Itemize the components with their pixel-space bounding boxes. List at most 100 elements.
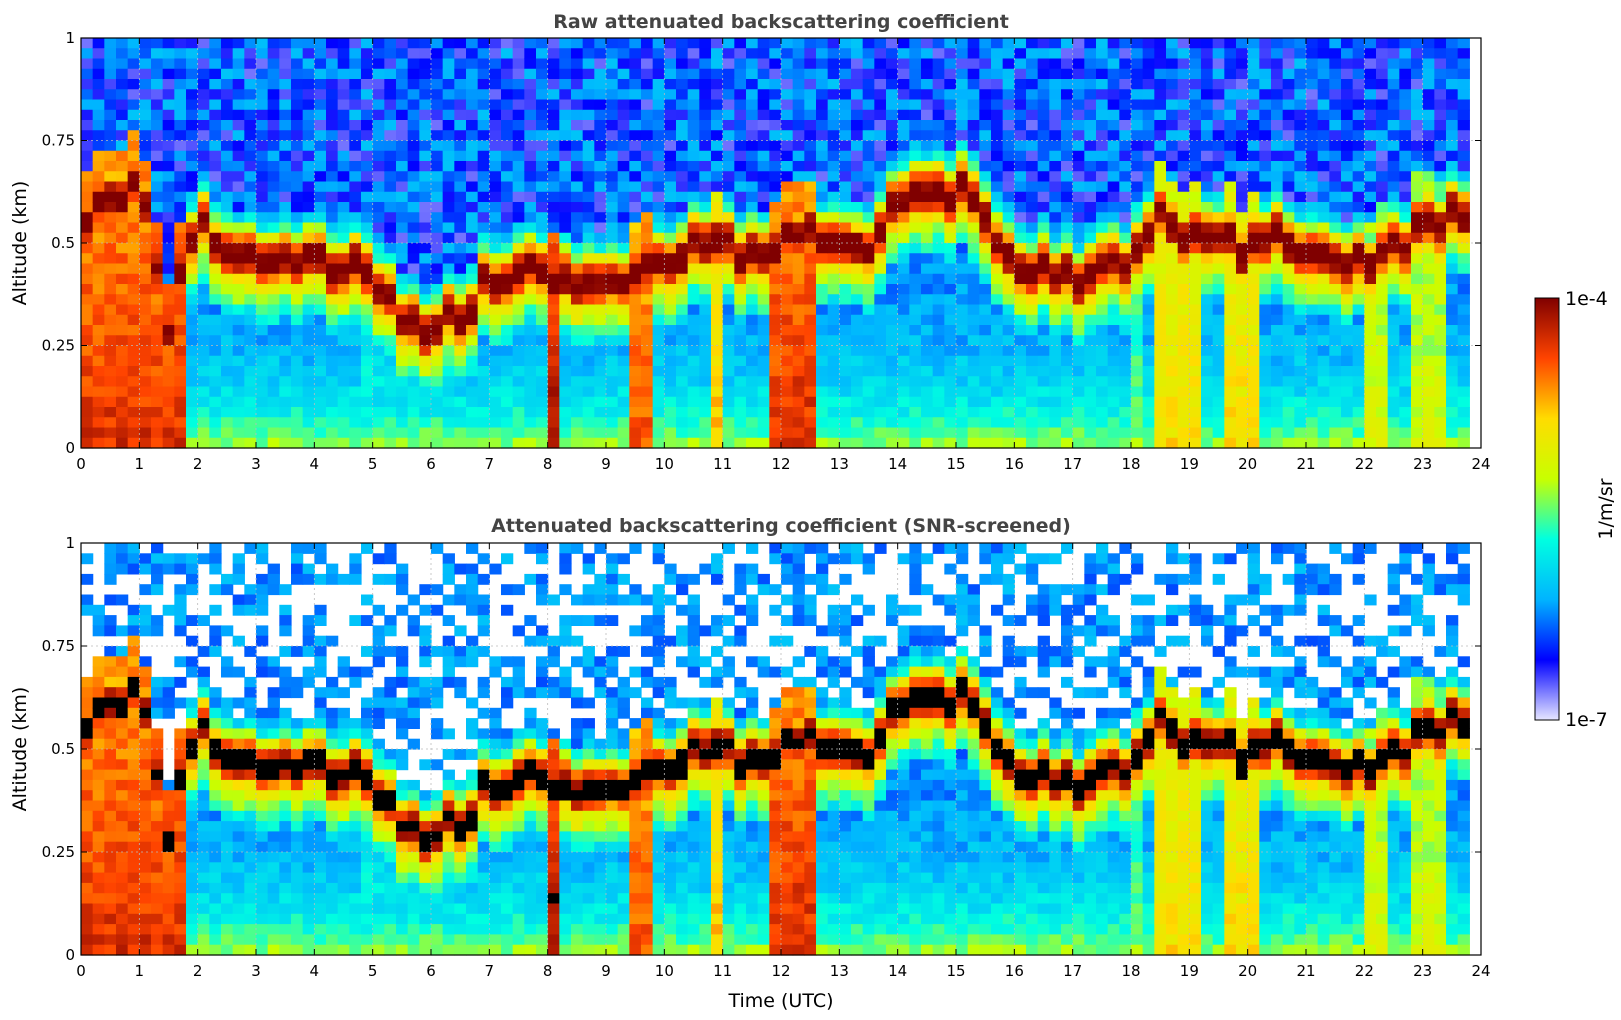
heatmap-cell: [139, 202, 152, 213]
heatmap-cell: [1376, 171, 1389, 183]
heatmap-cell: [536, 140, 549, 152]
heatmap-cell: [851, 109, 864, 121]
heatmap-cell: [582, 355, 595, 367]
heatmap-cell: [384, 304, 397, 316]
heatmap-cell: [641, 253, 654, 265]
heatmap-cell: [792, 325, 805, 336]
heatmap-cell: [921, 89, 934, 101]
heatmap-cell: [151, 407, 164, 418]
heatmap-cell: [1236, 140, 1249, 152]
heatmap-cell: [209, 325, 222, 336]
heatmap-cell: [1189, 232, 1202, 244]
heatmap-cell: [221, 314, 234, 326]
heatmap-cell: [116, 563, 129, 575]
heatmap-cell: [851, 314, 864, 326]
heatmap-cell: [1201, 99, 1214, 111]
heatmap-cell: [734, 407, 747, 418]
heatmap-cell: [1201, 263, 1214, 275]
heatmap-cell: [862, 79, 875, 90]
heatmap-cell: [1131, 284, 1144, 295]
heatmap-cell: [372, 376, 385, 388]
heatmap-cell: [92, 212, 105, 224]
heatmap-cell: [291, 120, 304, 131]
heatmap-cell: [1306, 345, 1319, 357]
heatmap-cell: [81, 335, 94, 347]
heatmap-cell: [1422, 202, 1435, 213]
heatmap-cell: [326, 191, 339, 203]
heatmap-cell: [454, 273, 467, 285]
heatmap-cell: [1399, 294, 1412, 306]
heatmap-cell: [116, 553, 129, 565]
heatmap-cell: [641, 38, 654, 49]
heatmap-cell: [816, 386, 829, 398]
heatmap-cell: [746, 140, 759, 152]
heatmap-cell: [512, 376, 525, 388]
heatmap-cell: [1411, 345, 1424, 357]
heatmap-cell: [1084, 48, 1097, 60]
heatmap-cell: [1002, 325, 1015, 336]
heatmap-cell: [1376, 120, 1389, 131]
heatmap-cell: [1107, 366, 1120, 377]
heatmap-cell: [81, 437, 94, 449]
heatmap-cell: [1352, 386, 1365, 398]
heatmap-cell: [1072, 130, 1085, 142]
heatmap-cell: [1002, 99, 1015, 111]
heatmap-cell: [1387, 222, 1400, 234]
heatmap-cell: [1364, 120, 1377, 131]
heatmap-cell: [617, 263, 630, 275]
heatmap-cell: [1107, 202, 1120, 213]
heatmap-cell: [1037, 171, 1050, 183]
heatmap-cell: [1399, 243, 1412, 254]
heatmap-cell: [734, 253, 747, 265]
heatmap-cell: [501, 140, 514, 152]
heatmap-cell: [571, 171, 584, 183]
heatmap-cell: [267, 140, 280, 152]
heatmap-cell: [921, 386, 934, 398]
heatmap-cell: [1282, 253, 1295, 265]
heatmap-cell: [1107, 58, 1120, 70]
heatmap-cell: [897, 58, 910, 70]
heatmap-cell: [676, 191, 689, 203]
heatmap-cell: [1212, 325, 1225, 336]
heatmap-cell: [1037, 150, 1050, 162]
heatmap-cell: [1294, 294, 1307, 306]
heatmap-cell: [221, 222, 234, 234]
heatmap-cell: [1434, 417, 1447, 429]
heatmap-cell: [1236, 253, 1249, 265]
heatmap-cell: [1306, 417, 1319, 429]
heatmap-cell: [746, 376, 759, 388]
heatmap-cell: [1084, 437, 1097, 449]
heatmap-cell: [407, 376, 420, 388]
heatmap-cell: [769, 325, 782, 336]
heatmap-cell: [489, 304, 502, 316]
heatmap-cell: [151, 38, 164, 49]
heatmap-cell: [524, 243, 537, 254]
heatmap-cell: [1096, 304, 1109, 316]
heatmap-cell: [582, 222, 595, 234]
heatmap-cell: [244, 284, 257, 295]
heatmap-cell: [104, 232, 117, 244]
heatmap-cell: [711, 243, 724, 254]
heatmap-cell: [396, 191, 409, 203]
heatmap-cell: [1422, 120, 1435, 131]
heatmap-cell: [116, 656, 129, 668]
heatmap-cell: [1329, 212, 1342, 224]
heatmap-cell: [1131, 99, 1144, 111]
heatmap-cell: [1049, 355, 1062, 367]
heatmap-cell: [372, 335, 385, 347]
heatmap-cell: [1154, 345, 1167, 357]
heatmap-cell: [909, 38, 922, 49]
heatmap-cell: [139, 253, 152, 265]
heatmap-cell: [687, 314, 700, 326]
heatmap-cell: [781, 417, 794, 429]
heatmap-cell: [431, 376, 444, 388]
heatmap-cell: [1002, 376, 1015, 388]
heatmap-cell: [1294, 437, 1307, 449]
heatmap-cell: [547, 79, 560, 90]
heatmap-cell: [1096, 79, 1109, 90]
heatmap-cell: [1422, 437, 1435, 449]
heatmap-cell: [244, 345, 257, 357]
heatmap-cell: [349, 79, 362, 90]
heatmap-cell: [489, 109, 502, 121]
heatmap-cell: [804, 294, 817, 306]
